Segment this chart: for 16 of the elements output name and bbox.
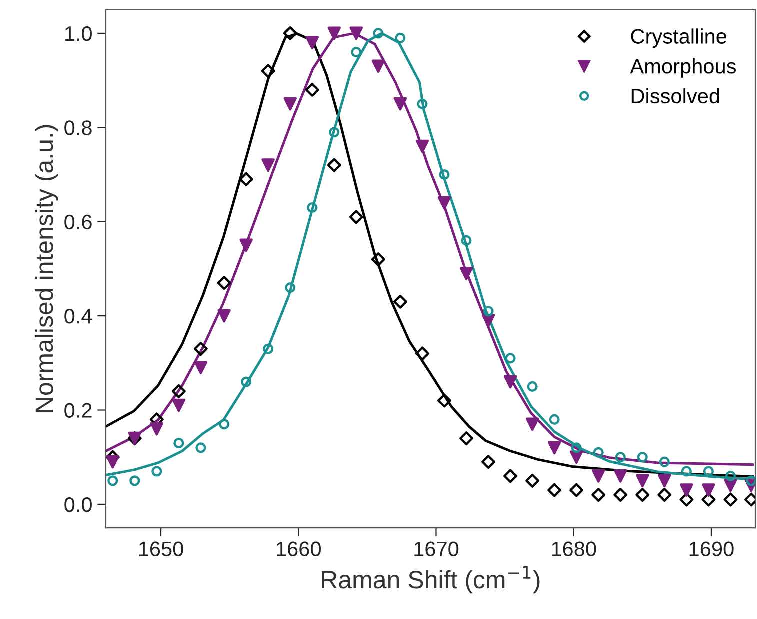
y-tick-label: 0.6 [64,214,92,230]
y-tick-label: 0.0 [64,497,92,512]
x-axis-title: Raman Shift (cm$^{−1}$) [322,566,540,594]
y-tick-label: 0.2 [64,403,92,418]
y-axis-title: Normalised intensity (a.u.) [34,125,58,412]
x-tick-label: 1660 [277,542,321,557]
x-tick-label: 1680 [552,542,596,557]
y-tick-label: 1.0 [65,26,92,42]
legend-label: Amorphous [630,58,736,78]
legend-label: Dissolved [632,88,720,104]
x-tick-label: 1650 [139,542,184,557]
y-tick-label: 0.8 [64,120,92,136]
legend-label: Crystalline [631,28,727,48]
x-tick-label: 1690 [690,542,734,557]
x-tick-label: 1670 [414,542,459,557]
y-tick-label: 0.4 [64,309,92,324]
